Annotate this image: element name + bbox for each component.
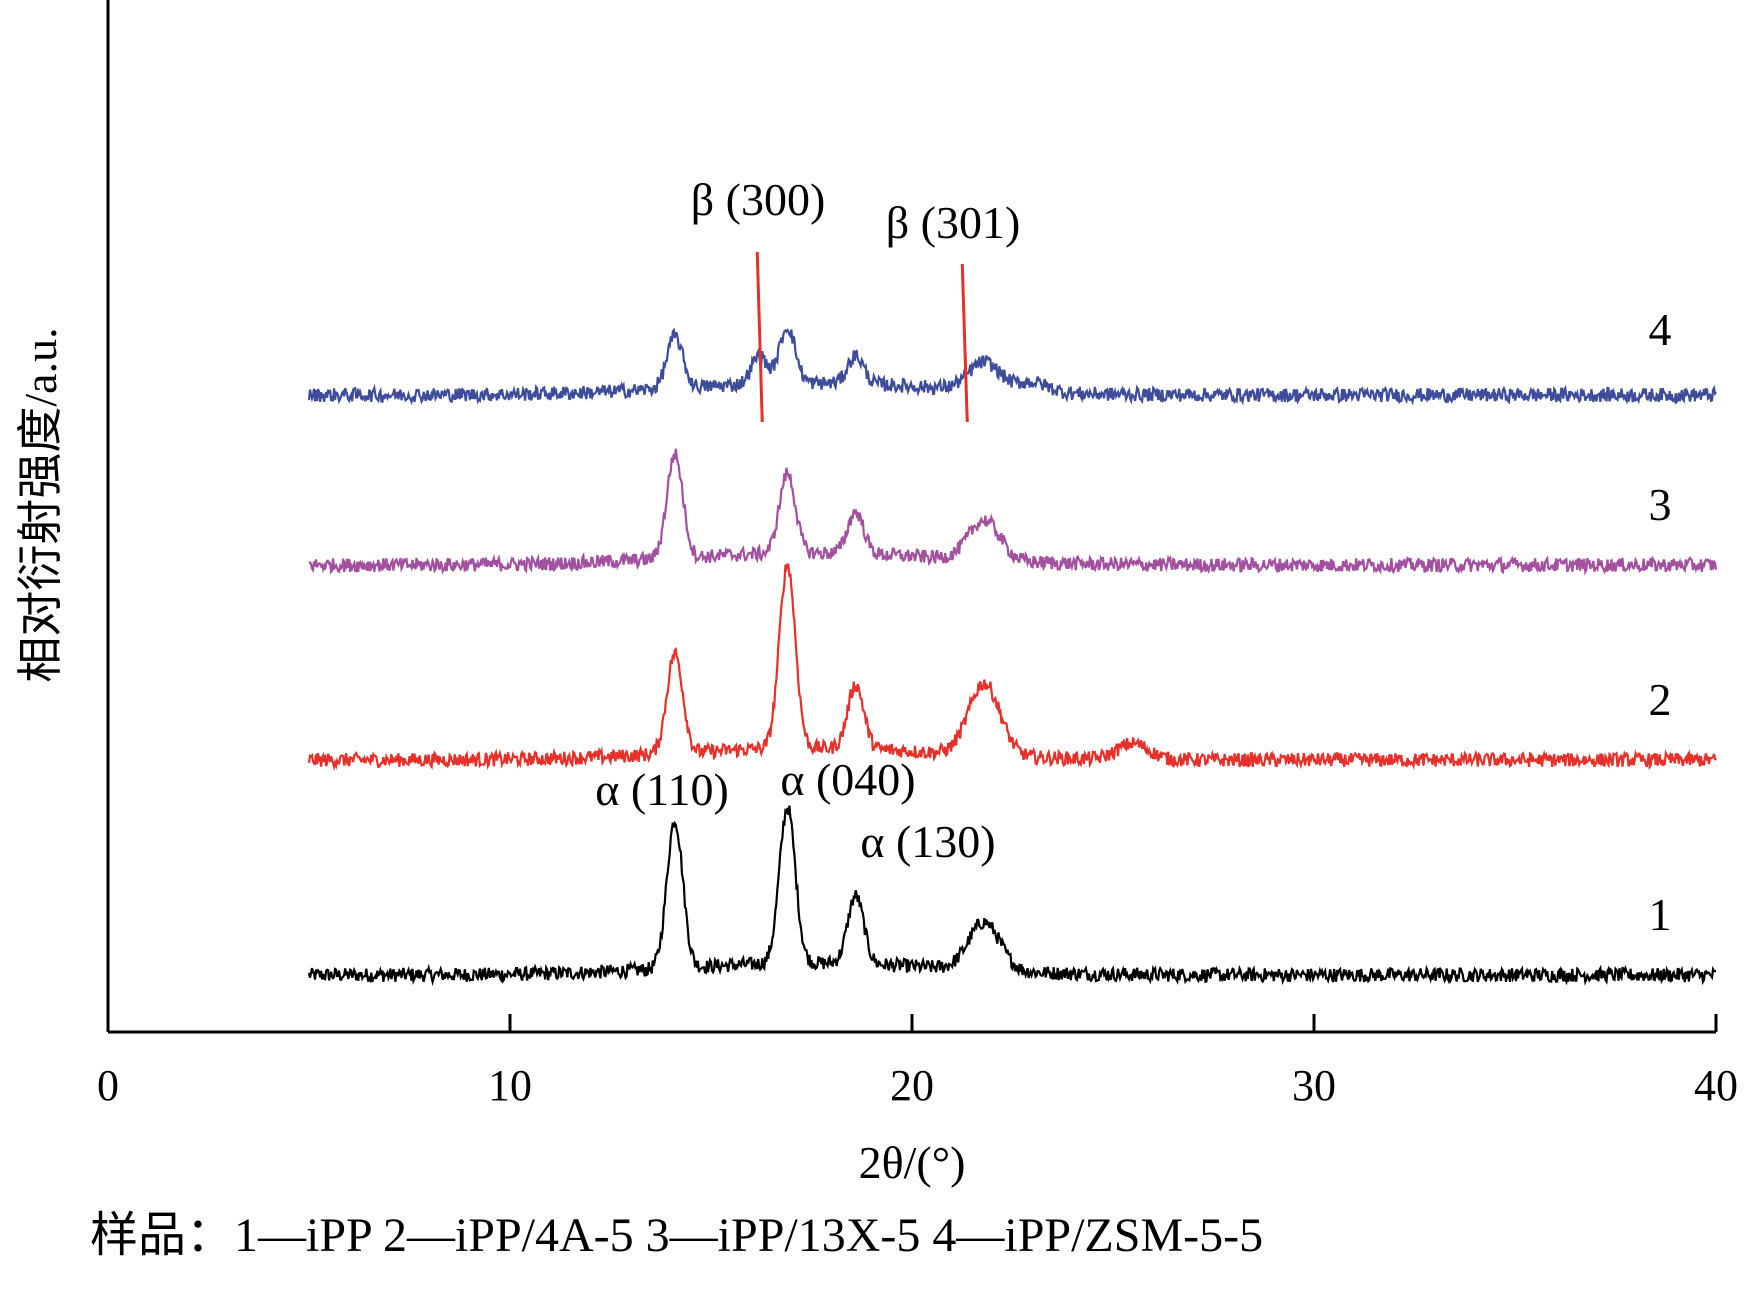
beta-marker-line — [755, 251, 764, 423]
y-axis-label: 相对衍射强度/a.u. — [15, 327, 66, 682]
series-4-line — [307, 327, 1717, 406]
x-tick-label: 20 — [890, 1061, 934, 1110]
series-3-line — [308, 448, 1718, 576]
diffraction-curves — [307, 327, 1718, 987]
x-tick-label: 40 — [1694, 1061, 1738, 1110]
curve-label-3: 3 — [1649, 479, 1672, 530]
peak-annotation: α (040) — [780, 754, 915, 805]
series-2-line — [307, 562, 1717, 772]
beta-marker-lines — [755, 251, 969, 423]
peak-annotation: α (130) — [860, 816, 995, 867]
x-tick-label: 10 — [488, 1061, 532, 1110]
x-axis-tick-labels: 0 10 20 30 40 — [97, 1061, 1738, 1110]
peak-annotation: β (300) — [691, 174, 826, 225]
peak-annotation: β (301) — [886, 197, 1021, 248]
curve-label-2: 2 — [1649, 674, 1672, 725]
curve-label-4: 4 — [1649, 304, 1672, 355]
peak-annotations: β (300) β (301) α (110) α (040) α (130) — [595, 174, 1020, 867]
x-axis-ticks — [106, 1014, 1718, 1032]
beta-marker-line — [960, 263, 969, 423]
peak-annotation: α (110) — [595, 764, 729, 815]
x-tick-label: 30 — [1292, 1061, 1336, 1110]
x-tick-label: 0 — [97, 1061, 119, 1110]
sample-caption: 样品：1—iPP 2—iPP/4A-5 3—iPP/13X-5 4—iPP/ZS… — [90, 1209, 1264, 1262]
x-axis-label: 2θ/(°) — [859, 1137, 966, 1188]
series-1-line — [307, 805, 1717, 987]
curve-number-labels: 1 2 3 4 — [1649, 304, 1672, 940]
curve-label-1: 1 — [1649, 889, 1672, 940]
